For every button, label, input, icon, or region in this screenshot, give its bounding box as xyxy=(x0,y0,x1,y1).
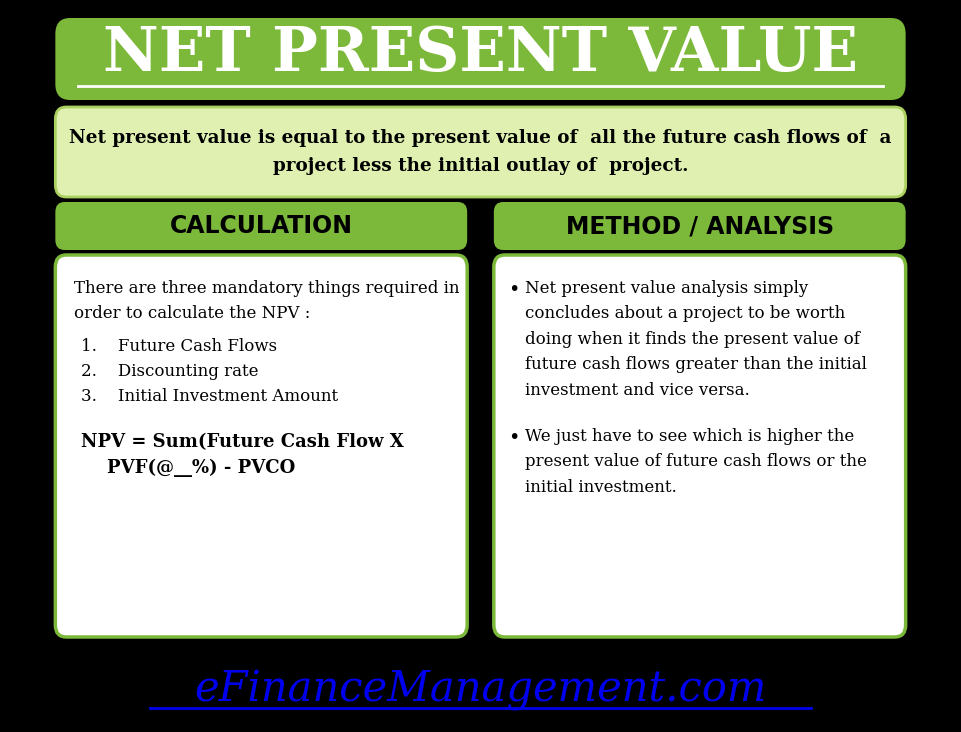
Text: There are three mandatory things required in
order to calculate the NPV :: There are three mandatory things require… xyxy=(74,280,459,323)
FancyBboxPatch shape xyxy=(56,107,905,197)
Text: METHOD / ANALYSIS: METHOD / ANALYSIS xyxy=(566,214,834,238)
Text: 1.    Future Cash Flows: 1. Future Cash Flows xyxy=(81,338,277,355)
Text: 3.    Initial Investment Amount: 3. Initial Investment Amount xyxy=(81,388,338,405)
FancyBboxPatch shape xyxy=(494,202,905,250)
Text: CALCULATION: CALCULATION xyxy=(170,214,353,238)
FancyBboxPatch shape xyxy=(56,202,467,250)
Text: Net present value analysis simply
concludes about a project to be worth
doing wh: Net present value analysis simply conclu… xyxy=(525,280,867,399)
Text: eFinanceManagement.com: eFinanceManagement.com xyxy=(194,669,767,711)
FancyBboxPatch shape xyxy=(56,18,905,100)
FancyBboxPatch shape xyxy=(494,255,905,637)
Text: NPV = Sum(Future Cash Flow X: NPV = Sum(Future Cash Flow X xyxy=(81,433,404,451)
Text: •: • xyxy=(508,280,520,299)
Text: PVF(@__%) - PVCO: PVF(@__%) - PVCO xyxy=(107,459,295,477)
Text: •: • xyxy=(508,428,520,447)
FancyBboxPatch shape xyxy=(56,255,467,637)
Text: We just have to see which is higher the
present value of future cash flows or th: We just have to see which is higher the … xyxy=(525,428,867,496)
Text: Net present value is equal to the present value of  all the future cash flows of: Net present value is equal to the presen… xyxy=(69,130,892,174)
Text: 2.    Discounting rate: 2. Discounting rate xyxy=(81,363,259,380)
Text: NET PRESENT VALUE: NET PRESENT VALUE xyxy=(103,24,858,84)
